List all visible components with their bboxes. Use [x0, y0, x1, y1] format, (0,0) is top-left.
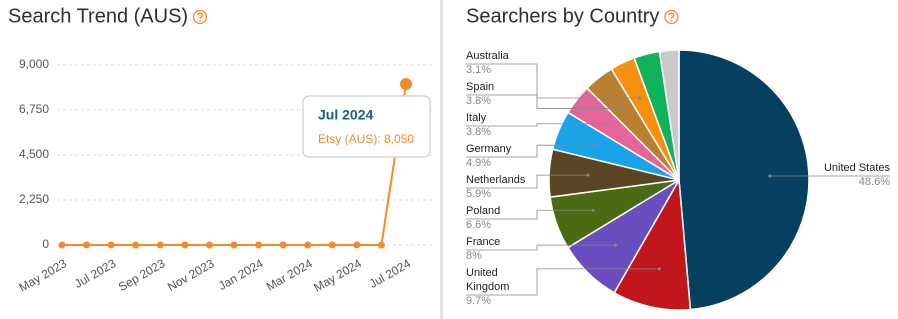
- leader-dot: [586, 173, 590, 177]
- y-tick-label: 6,750: [19, 102, 49, 116]
- point: [107, 241, 115, 249]
- pie-slice: [613, 177, 692, 311]
- help-glyph: [668, 12, 675, 20]
- x-tick-label: May 2023: [16, 256, 69, 295]
- slice-label: Poland 6.6%: [466, 204, 540, 232]
- point: [230, 241, 238, 249]
- point: [353, 241, 361, 249]
- help-dot: [670, 19, 673, 22]
- tooltip-box: [302, 95, 431, 158]
- y-tick-label: 4,500: [19, 147, 49, 161]
- leader-dot: [605, 122, 609, 126]
- x-tick-label: Nov 2023: [165, 256, 217, 294]
- slice-percent: 8%: [466, 250, 482, 262]
- help-dot: [199, 19, 201, 22]
- slice-label: France 8%: [466, 235, 540, 263]
- point: [83, 241, 91, 249]
- pie-slice: [678, 49, 810, 311]
- slice-label: Italy 3.8%: [466, 111, 540, 139]
- point: [181, 241, 189, 249]
- chart-title: Search Trend (AUS): [8, 5, 188, 27]
- point: [328, 241, 336, 249]
- slice-name: United States: [823, 161, 890, 174]
- slice-name: Poland: [466, 205, 501, 217]
- slice-percent: 3.8%: [466, 126, 492, 138]
- tooltip-title: Jul 2024: [318, 107, 373, 123]
- slice-percent: 5.9%: [466, 188, 492, 200]
- point: [205, 241, 213, 249]
- x-tick-label: Sep 2023: [116, 256, 168, 294]
- slice-percent: 48.6%: [858, 175, 890, 188]
- leader-dot: [657, 267, 661, 271]
- leader-line: [466, 174, 589, 189]
- y-tick-label: 9,000: [19, 57, 49, 71]
- x-tick-label: Jul 2024: [367, 256, 414, 291]
- help-icon: [664, 9, 679, 25]
- slice-percent: 4.9%: [466, 157, 492, 169]
- slice-name: Germany: [466, 143, 512, 155]
- x-tick-label: Jan 2024: [216, 256, 266, 293]
- leader-dot: [768, 174, 772, 178]
- y-tick-label: 0: [42, 237, 49, 251]
- slice-label: Spain 3.8%: [466, 80, 540, 108]
- panel-divider: [440, 0, 443, 319]
- leader-dot: [621, 106, 625, 110]
- tooltip-text: Etsy (AUS): 8,050: [318, 132, 414, 146]
- point: [377, 241, 385, 249]
- help-circle: [664, 9, 679, 25]
- slice-name: France: [466, 236, 501, 248]
- slice-name: United Kingdom: [466, 267, 510, 293]
- slice-label: Australia 3.1%: [466, 49, 540, 77]
- leader-dot: [637, 96, 641, 100]
- slice-percent: 3.1%: [466, 64, 492, 76]
- help-glyph: [197, 12, 204, 20]
- slice-label: Netherlands 5.9%: [466, 173, 540, 201]
- slice-name: Italy: [466, 112, 487, 124]
- point: [255, 241, 263, 249]
- help-icon: [192, 9, 208, 25]
- leader-line: [466, 209, 594, 220]
- slice-percent: 3.8%: [466, 95, 492, 107]
- leader-line: [466, 244, 616, 251]
- leader-line: [466, 63, 640, 99]
- point: [156, 241, 164, 249]
- leader-dot: [613, 243, 617, 247]
- slice-name: Australia: [466, 50, 509, 62]
- leader-line: [466, 123, 608, 127]
- leader-dot: [593, 143, 597, 147]
- slice-name: Spain: [466, 81, 495, 93]
- slice-label: United Kingdom 9.7%: [466, 266, 540, 308]
- slice-label: Germany 4.9%: [466, 142, 540, 170]
- leader-line: [466, 94, 623, 109]
- leader-dot: [591, 208, 595, 212]
- point: [58, 241, 66, 249]
- slice-label: United States 48.6%: [800, 161, 890, 189]
- slice-name: Netherlands: [466, 174, 526, 186]
- point: [132, 241, 140, 249]
- leader-line: [466, 268, 660, 296]
- help-circle: [192, 9, 208, 25]
- x-tick-label: May 2024: [311, 256, 364, 295]
- x-tick-label: Jul 2023: [72, 256, 119, 291]
- point: [400, 78, 412, 90]
- chart-title: Searchers by Country: [466, 5, 659, 27]
- x-tick-label: Mar 2024: [264, 256, 315, 294]
- slice-percent: 6.6%: [466, 219, 492, 231]
- slice-percent: 9.7%: [466, 295, 492, 307]
- y-tick-label: 2,250: [19, 192, 49, 206]
- point: [279, 241, 287, 249]
- leader-line: [466, 144, 595, 158]
- point: [304, 241, 312, 249]
- pie-slice: [658, 49, 680, 181]
